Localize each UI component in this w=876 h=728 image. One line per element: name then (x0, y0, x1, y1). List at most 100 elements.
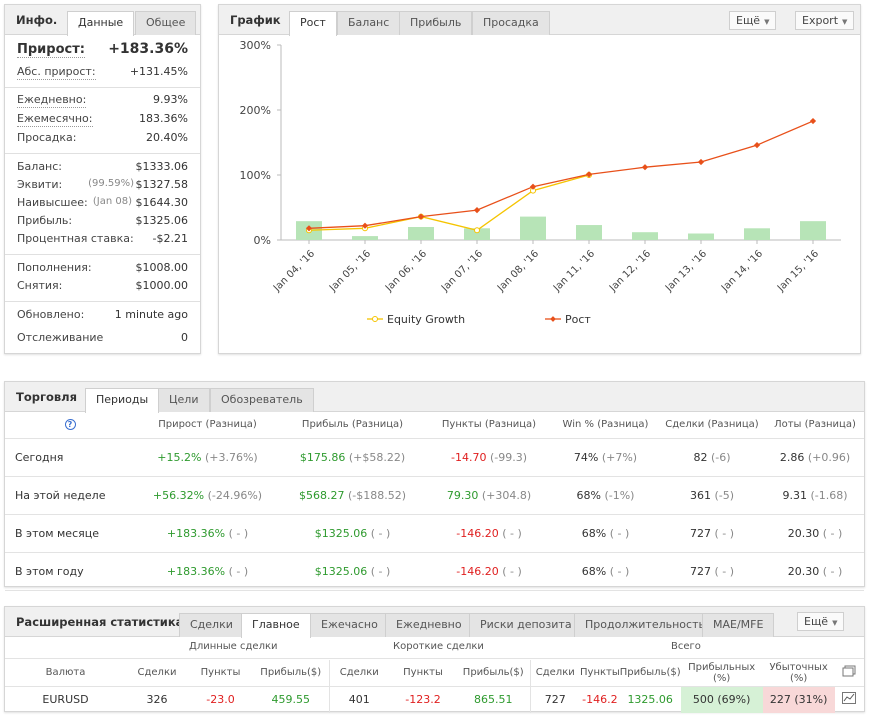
more-button[interactable]: Ещё ▼ (729, 11, 777, 30)
currency-cell: EURUSD (5, 685, 126, 713)
tab-growth[interactable]: Рост (289, 11, 337, 36)
col-total-trades: Сделки (535, 667, 575, 679)
divider (5, 301, 200, 302)
growth-diff: ( - ) (228, 526, 249, 540)
col-total-pips: Пункты (580, 667, 620, 679)
col-losing: Убыточных (%) (769, 661, 828, 684)
lots-value: 20.30 (787, 526, 820, 540)
growth-row: Прирост: +183.36% (17, 41, 188, 63)
pips-cell: -146.20 ( - ) (425, 514, 553, 553)
trades-cell: 361 (-5) (658, 476, 766, 515)
tab-periods[interactable]: Периоды (85, 388, 160, 413)
chart-icon[interactable] (834, 685, 864, 713)
tab-data[interactable]: Данные (67, 11, 135, 36)
tab-drawdown[interactable]: Просадка (472, 11, 550, 35)
monthly-label[interactable]: Ежемесячно: (17, 112, 93, 127)
group-long: Длинные сделки (189, 641, 278, 652)
info-title: Инфо. (16, 13, 58, 27)
growth-value: +15.2% (157, 450, 202, 464)
growth-diff: (+3.76%) (204, 450, 258, 464)
tab-profit[interactable]: Прибыль (399, 11, 473, 35)
daily-label[interactable]: Ежедневно: (17, 93, 87, 108)
legend-label: Рост (565, 313, 591, 326)
total-trades-cell: 727 (530, 685, 580, 713)
tab-browser[interactable]: Обозреватель (210, 388, 314, 412)
series-point (641, 164, 649, 171)
daily-row: Ежедневно: 9.93% (17, 93, 188, 109)
windows-icon[interactable] (835, 660, 864, 686)
profit-diff: (-$188.52) (347, 488, 407, 502)
tracking-value: 0 (181, 331, 188, 344)
graph-title: График (230, 13, 281, 27)
abs-growth-label[interactable]: Абс. прирост: (17, 65, 96, 80)
legend-marker (550, 316, 556, 322)
tab-hourly[interactable]: Ежечасно (310, 613, 389, 637)
win-value: 74% (573, 450, 599, 464)
series-point (753, 141, 761, 149)
y-tick-label: 0% (254, 234, 271, 247)
lots-cell: 9.31 (-1.68) (766, 476, 864, 515)
tab-daily[interactable]: Ежедневно (385, 613, 473, 637)
volume-bar (408, 227, 434, 240)
lots-cell: 20.30 ( - ) (766, 514, 864, 553)
pips-cell: -146.20 ( - ) (425, 552, 553, 591)
trades-cell: 727 ( - ) (658, 552, 766, 591)
growth-value: +183.36% (166, 564, 226, 578)
monthly-row: Ежемесячно: 183.36% (17, 112, 188, 128)
col-short-pips: Пункты (403, 667, 443, 679)
trading-table: ? Прирост (Разница) Прибыль (Разница) Пу… (5, 412, 864, 591)
equity-row: Эквити: (99.59%) $1327.58 (17, 178, 188, 194)
tab-trades[interactable]: Сделки (179, 613, 244, 637)
legend-label: Equity Growth (387, 313, 465, 326)
y-tick-label: 300% (240, 39, 271, 52)
tab-balance[interactable]: Баланс (337, 11, 401, 35)
volume-bar (352, 236, 378, 240)
series-point (417, 213, 425, 220)
x-tick-label: Jan 06, '16 (383, 248, 429, 294)
interest-row: Процентная ставка: -$2.21 (17, 232, 188, 248)
profit-cell: $568.27 (-$188.52) (280, 476, 425, 515)
col-long-trades: Сделки (137, 667, 177, 679)
trades-value: 727 (689, 564, 711, 578)
series-point (809, 117, 817, 125)
balance-label: Баланс: (17, 160, 63, 173)
divider (5, 153, 200, 154)
tab-duration[interactable]: Продолжительность (574, 613, 716, 637)
trading-title: Торговля (16, 390, 77, 404)
volume-bar (632, 232, 658, 240)
tab-mae-mfe[interactable]: MAE/MFE (702, 613, 775, 637)
x-tick-label: Jan 05, '16 (327, 248, 373, 294)
lots-diff: ( - ) (822, 526, 843, 540)
stats-more-button[interactable]: Ещё ▼ (797, 612, 845, 631)
col-currency: Валюта (45, 667, 86, 679)
tracking-row: Отслеживание 0 (17, 331, 188, 347)
period-cell: В этом году (5, 552, 135, 591)
win-cell: 74% (+7%) (553, 438, 658, 477)
col-long-pips: Пункты (200, 667, 241, 679)
table-row: В этом месяце +183.36% ( - ) $1325.06 ( - … (5, 514, 864, 553)
pips-diff: (+304.8) (481, 488, 532, 502)
tab-deposit-risk[interactable]: Риски депозита (469, 613, 583, 637)
trades-diff: (-5) (714, 488, 735, 502)
more-label: Ещё (736, 14, 761, 27)
short-pips-cell: -123.2 (389, 685, 457, 713)
profit-diff: ( - ) (370, 564, 391, 578)
chevron-down-icon: ▼ (842, 18, 848, 26)
win-cell: 68% ( - ) (553, 514, 658, 553)
stats-title: Расширенная статистика (16, 615, 184, 629)
lots-diff: (+0.96) (807, 450, 851, 464)
help-icon[interactable]: ? (64, 419, 76, 431)
x-tick-label: Jan 11, '16 (551, 248, 597, 294)
tab-main[interactable]: Главное (241, 613, 311, 638)
col-win: Win % (Разница) (553, 412, 658, 439)
tracking-label: Отслеживание (17, 331, 104, 344)
tab-goals[interactable]: Цели (158, 388, 210, 412)
drawdown-value: 20.40% (146, 131, 188, 144)
lots-value: 20.30 (787, 564, 820, 578)
tab-general[interactable]: Общее (135, 11, 197, 35)
withdrawals-row: Снятия: $1000.00 (17, 279, 188, 295)
export-button[interactable]: Export ▼ (795, 11, 855, 30)
series-point (697, 158, 705, 166)
total-pips-cell: -146.2 (580, 685, 620, 713)
stats-panel: Расширенная статистика Сделки Главное Еж… (4, 606, 865, 713)
